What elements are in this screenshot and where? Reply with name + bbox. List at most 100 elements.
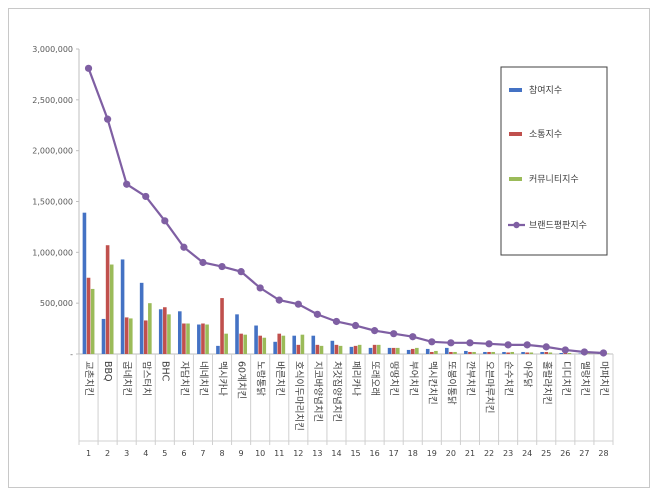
line-point-8 — [218, 262, 226, 271]
x-category-label: 지코바양념치킨 — [312, 361, 324, 422]
x-category-label: 오븐마루치킨 — [484, 361, 496, 413]
bar-2-13 — [315, 344, 320, 354]
x-category-label: 부어치킨 — [407, 361, 419, 396]
line-point-1 — [84, 64, 93, 72]
legend-label: 참여지수 — [529, 84, 562, 96]
bar-3-20 — [453, 351, 457, 354]
bar-2-18 — [410, 348, 415, 354]
x-category-label: 페리카나 — [350, 361, 361, 396]
bar-1-14 — [330, 340, 335, 354]
bar-2-6 — [182, 323, 186, 354]
bar-3-14 — [338, 345, 343, 354]
bar-1-9 — [235, 314, 239, 354]
chart-canvas: - 500,000 1,000,000 1,500,000 2,000,000 2,500… — [32, 45, 614, 458]
x-category-label: 또래오래 — [369, 361, 380, 396]
x-category-label: 깐부치킨 — [464, 361, 476, 396]
bar-1-22 — [483, 351, 487, 354]
bar-1-26 — [559, 352, 564, 354]
x-category-label: 바른치킨 — [274, 361, 286, 396]
line-point-3 — [123, 180, 131, 188]
x-rank-label: 24 — [522, 449, 532, 458]
x-category-label: 자담치킨 — [178, 361, 190, 396]
bar-3-16 — [376, 344, 381, 354]
bar-2-22 — [487, 351, 491, 354]
bar-1-5 — [158, 309, 163, 354]
line-point-6 — [180, 243, 188, 251]
x-category-label: 멕시카나 — [217, 361, 228, 396]
bar-2-4 — [143, 320, 148, 354]
bar-3-4 — [148, 303, 152, 354]
x-category-label: 순수치킨 — [503, 361, 515, 396]
bar-3-24 — [529, 352, 534, 354]
y-tick-label: 1,500,000 — [32, 198, 73, 207]
line-point-14 — [332, 317, 341, 326]
x-category-label: 교촌치킨 — [83, 361, 95, 396]
legend-swatch — [509, 88, 522, 92]
x-rank-label: 4 — [143, 449, 148, 458]
legend-label: 소통지수 — [529, 129, 562, 140]
bar-1-21 — [464, 350, 468, 354]
bar-3-26 — [567, 352, 572, 354]
bar-2-2 — [105, 245, 110, 354]
bar-3-23 — [510, 351, 515, 354]
bar-2-23 — [506, 352, 510, 354]
bar-2-24 — [525, 352, 529, 354]
x-rank-label: 28 — [598, 449, 608, 458]
bar-3-8 — [224, 333, 228, 354]
bar-2-17 — [391, 347, 396, 354]
bar-2-8 — [220, 298, 224, 354]
bar-2-16 — [372, 344, 377, 354]
bar-1-19 — [425, 348, 430, 354]
bar-3-27 — [586, 353, 591, 354]
x-rank-label: 22 — [484, 449, 494, 458]
bar-3-18 — [415, 347, 419, 354]
bar-1-4 — [139, 282, 144, 354]
x-rank-label: 7 — [200, 449, 205, 458]
x-rank-label: 19 — [427, 449, 437, 458]
x-rank-label: 10 — [255, 449, 265, 458]
bar-3-10 — [262, 337, 267, 354]
x-rank-label: 13 — [312, 449, 322, 458]
bar-3-28 — [605, 353, 610, 354]
line-point-25 — [542, 343, 550, 351]
bar-2-10 — [258, 335, 262, 354]
bar-3-9 — [243, 334, 248, 354]
x-rank-label: 5 — [162, 449, 167, 458]
x-rank-label: 17 — [389, 449, 399, 458]
line-point-13 — [313, 310, 321, 318]
bar-2-5 — [163, 307, 167, 354]
bar-1-11 — [273, 341, 277, 354]
x-category-label: 멕시칸치킨 — [426, 361, 438, 405]
x-rank-label: 11 — [274, 449, 284, 458]
x-category-label: 또봉이통닭 — [445, 361, 457, 405]
line-point-21 — [466, 339, 474, 347]
bar-3-2 — [109, 264, 114, 354]
bar-3-11 — [281, 335, 286, 354]
bar-2-9 — [239, 333, 243, 354]
bar-1-7 — [197, 324, 201, 354]
line-point-9 — [237, 268, 245, 276]
bar-2-21 — [468, 351, 472, 354]
x-category-label: 디디치킨 — [560, 361, 572, 396]
bar-3-7 — [205, 324, 209, 354]
bar-2-25 — [544, 351, 549, 354]
line-point-27 — [580, 348, 588, 356]
bar-1-27 — [578, 353, 583, 354]
bar-1-3 — [120, 259, 125, 354]
bar-3-1 — [90, 288, 95, 354]
bar-1-23 — [502, 351, 506, 354]
x-category-label: 훌랄라치킨 — [541, 361, 553, 405]
line-series — [84, 64, 608, 357]
line-point-18 — [409, 333, 417, 341]
bar-3-12 — [300, 334, 305, 354]
x-rank-label: 23 — [503, 449, 513, 458]
bar-2-15 — [353, 345, 358, 354]
x-rank-label: 14 — [331, 449, 341, 458]
x-rank-label: 9 — [239, 449, 244, 458]
legend-swatch — [509, 177, 522, 181]
bar-2-1 — [86, 277, 91, 354]
y-tick-label: - — [70, 350, 73, 359]
bar-2-14 — [334, 344, 339, 354]
bars — [82, 212, 610, 354]
line-point-23 — [504, 341, 512, 349]
